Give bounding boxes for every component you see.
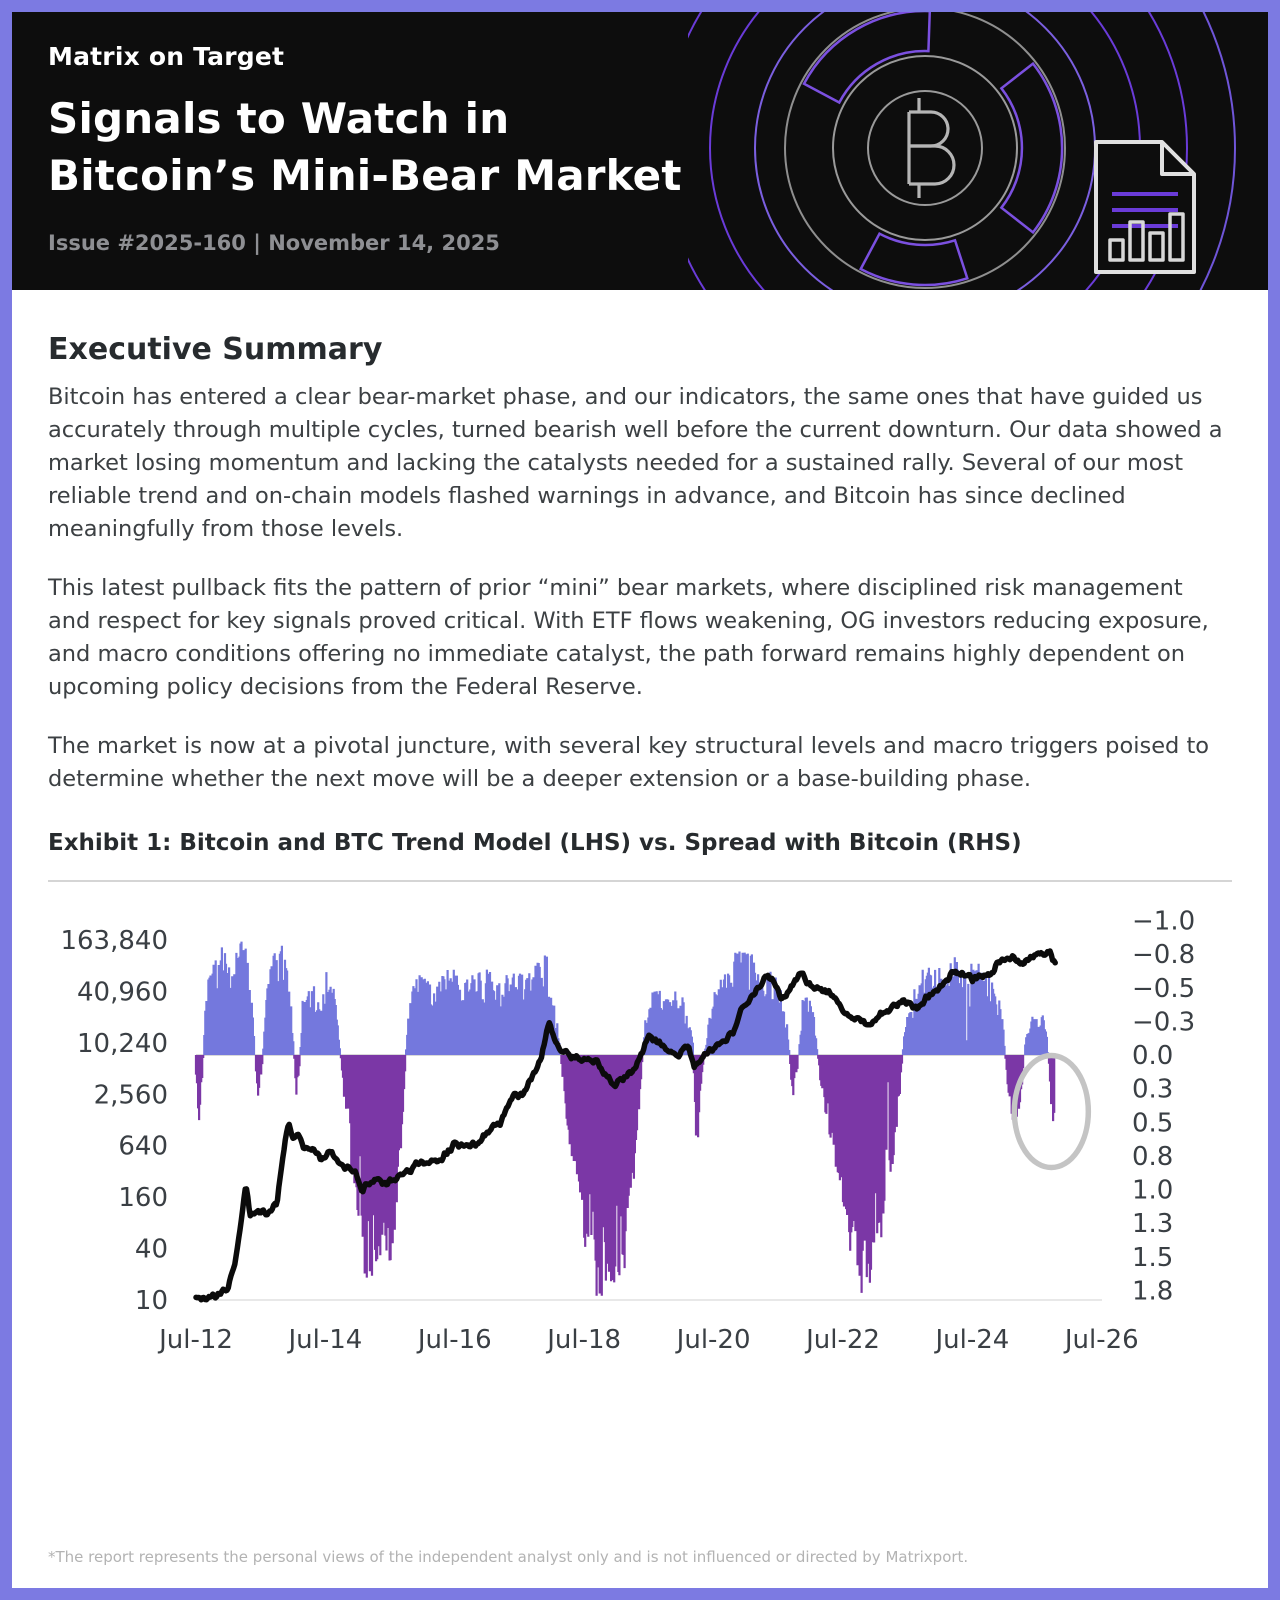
exhibit-title: Exhibit 1: Bitcoin and BTC Trend Model (… [48, 830, 1022, 856]
svg-text:40,960: 40,960 [77, 977, 168, 1007]
report-title: Signals to Watch in Bitcoin’s Mini-Bear M… [48, 91, 1268, 204]
summary-paragraph-3: The market is now at a pivotal juncture,… [48, 733, 1210, 792]
divider [48, 880, 1232, 882]
svg-text:10,240: 10,240 [77, 1029, 168, 1059]
brand-kicker: Matrix on Target [48, 42, 285, 71]
report-document-icon [1094, 140, 1196, 274]
svg-text:Jul-14: Jul-14 [286, 1325, 362, 1355]
svg-text:−1.0: −1.0 [1132, 907, 1195, 937]
svg-text:−0.5: −0.5 [1132, 974, 1195, 1004]
report-title-line2: Bitcoin’s Mini-Bear Market [48, 150, 682, 200]
svg-text:2,560: 2,560 [94, 1080, 168, 1110]
header-text-block: Matrix on Target Signals to Watch in Bitc… [12, 12, 1268, 255]
svg-text:Jul-12: Jul-12 [157, 1325, 233, 1355]
svg-text:Jul-20: Jul-20 [675, 1325, 751, 1355]
summary-paragraph-2: This latest pullback fits the pattern of… [48, 575, 1209, 700]
svg-text:0.0: 0.0 [1132, 1041, 1173, 1071]
svg-text:Jul-24: Jul-24 [933, 1325, 1009, 1355]
document-bar-chart-icon [1108, 212, 1185, 262]
svg-text:0.8: 0.8 [1132, 1142, 1173, 1172]
document-text-lines-icon [1112, 192, 1178, 228]
svg-text:Jul-16: Jul-16 [416, 1325, 492, 1355]
svg-text:1.0: 1.0 [1132, 1176, 1173, 1206]
svg-text:Jul-18: Jul-18 [545, 1325, 621, 1355]
svg-text:1.5: 1.5 [1132, 1243, 1173, 1273]
issue-line: Issue #2025-160 | November 14, 2025 [48, 231, 500, 256]
svg-text:Jul-22: Jul-22 [804, 1325, 880, 1355]
exhibit-chart-svg: 163,84040,96010,2402,5606401604010−1.0−0… [60, 907, 1195, 1356]
svg-text:0.3: 0.3 [1132, 1075, 1173, 1105]
svg-text:−0.8: −0.8 [1132, 940, 1195, 970]
section-heading-executive-summary: Executive Summary [48, 332, 383, 367]
svg-text:0.5: 0.5 [1132, 1108, 1173, 1138]
svg-text:163,840: 163,840 [60, 926, 168, 956]
report-header: Matrix on Target Signals to Watch in Bitc… [12, 12, 1268, 290]
svg-text:1.8: 1.8 [1132, 1276, 1173, 1306]
svg-text:640: 640 [118, 1132, 168, 1162]
summary-paragraph-1: Bitcoin has entered a clear bear-market … [48, 384, 1223, 542]
disclaimer-text: *The report represents the personal view… [48, 1548, 969, 1566]
report-title-line1: Signals to Watch in [48, 94, 510, 143]
exhibit-chart: 163,840 40,960 10,240 2,560 640 160 40 10 −1.0 −0… [40, 890, 1248, 1390]
svg-text:−0.3: −0.3 [1132, 1007, 1195, 1037]
svg-text:40: 40 [135, 1235, 168, 1265]
svg-text:160: 160 [118, 1183, 168, 1213]
report-body: Executive Summary Bitcoin has entered a … [12, 332, 1268, 1390]
svg-text:Jul-26: Jul-26 [1063, 1325, 1139, 1355]
svg-text:1.3: 1.3 [1132, 1209, 1173, 1239]
svg-text:10: 10 [135, 1286, 168, 1316]
